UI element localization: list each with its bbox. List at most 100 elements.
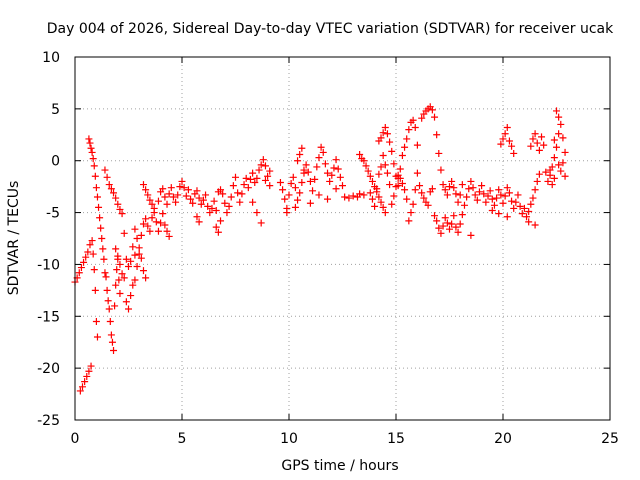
data-point xyxy=(520,204,528,212)
data-point xyxy=(439,181,447,189)
data-point xyxy=(86,241,94,249)
data-point xyxy=(465,185,473,193)
data-point xyxy=(210,197,218,205)
data-point xyxy=(416,182,424,190)
data-point xyxy=(249,198,257,206)
data-point xyxy=(133,263,141,271)
data-point xyxy=(467,177,475,185)
data-point xyxy=(253,209,261,217)
data-point xyxy=(118,210,126,218)
data-point xyxy=(413,169,421,177)
data-point xyxy=(317,143,325,151)
data-point xyxy=(304,168,312,176)
data-point xyxy=(142,215,150,223)
data-point xyxy=(161,221,169,229)
data-point xyxy=(424,201,432,209)
data-point xyxy=(428,106,436,114)
data-point xyxy=(294,196,302,204)
data-point xyxy=(377,134,385,142)
data-point xyxy=(531,130,539,138)
data-point xyxy=(131,276,139,284)
data-point xyxy=(81,378,89,386)
data-point xyxy=(443,191,451,199)
data-point xyxy=(163,227,171,235)
data-point xyxy=(115,276,123,284)
data-point xyxy=(469,184,477,192)
data-point xyxy=(349,192,357,200)
data-point xyxy=(161,193,169,201)
data-point xyxy=(531,186,539,194)
data-point xyxy=(368,177,376,185)
data-point xyxy=(557,167,565,175)
data-point xyxy=(411,186,419,194)
data-point xyxy=(199,196,207,204)
data-point xyxy=(311,175,319,183)
data-point xyxy=(368,195,376,203)
data-point xyxy=(407,209,415,217)
data-point xyxy=(364,167,372,175)
data-point xyxy=(246,175,254,183)
data-point xyxy=(106,317,114,325)
data-point xyxy=(366,189,374,197)
data-point xyxy=(236,198,244,206)
data-point xyxy=(516,202,524,210)
data-point xyxy=(142,274,150,282)
data-point xyxy=(495,186,503,194)
data-point xyxy=(439,222,447,230)
data-point xyxy=(285,191,293,199)
data-point xyxy=(110,189,118,197)
data-point xyxy=(98,235,106,242)
data-point xyxy=(309,187,317,195)
data-point xyxy=(125,305,132,313)
data-point xyxy=(300,166,308,174)
data-point xyxy=(101,269,109,277)
data-point xyxy=(339,182,346,190)
data-point xyxy=(510,149,518,157)
axis-ticks: 0 5 10 15 20 25 -25 -20 -15 -10 -5 0 5 10 xyxy=(37,50,619,447)
data-point xyxy=(180,184,188,192)
data-point xyxy=(341,193,349,201)
data-point xyxy=(456,220,464,228)
data-point xyxy=(217,186,225,194)
data-point xyxy=(435,224,443,232)
data-point xyxy=(386,138,394,146)
data-point xyxy=(112,245,120,253)
data-point xyxy=(217,217,225,225)
data-point xyxy=(176,183,184,191)
data-point xyxy=(463,193,471,201)
data-point xyxy=(362,162,370,170)
data-point xyxy=(144,191,152,199)
data-point xyxy=(296,150,304,158)
data-point xyxy=(508,197,516,205)
x-tick-label: 20 xyxy=(494,431,512,447)
data-point xyxy=(383,130,391,138)
data-point xyxy=(319,148,327,156)
data-point xyxy=(127,292,135,300)
data-point xyxy=(157,219,165,227)
data-point xyxy=(88,237,96,245)
data-point xyxy=(169,193,177,201)
data-points xyxy=(71,103,569,395)
data-point xyxy=(550,136,558,144)
data-point xyxy=(360,191,368,199)
data-point xyxy=(182,192,190,200)
data-point xyxy=(148,200,156,208)
data-point xyxy=(356,150,364,158)
data-point xyxy=(129,243,137,251)
data-point xyxy=(197,200,205,208)
data-point xyxy=(409,200,417,208)
data-point xyxy=(454,228,462,236)
data-point xyxy=(165,190,173,198)
data-point xyxy=(332,156,340,164)
data-point xyxy=(103,286,111,294)
data-point xyxy=(287,180,295,188)
data-point xyxy=(501,130,509,138)
data-point xyxy=(75,269,83,277)
data-point xyxy=(78,383,86,391)
x-tick-label: 25 xyxy=(601,431,619,447)
data-point xyxy=(514,191,522,199)
data-point xyxy=(428,185,436,193)
data-point xyxy=(495,210,503,218)
data-point xyxy=(394,171,402,179)
data-point xyxy=(431,113,439,121)
